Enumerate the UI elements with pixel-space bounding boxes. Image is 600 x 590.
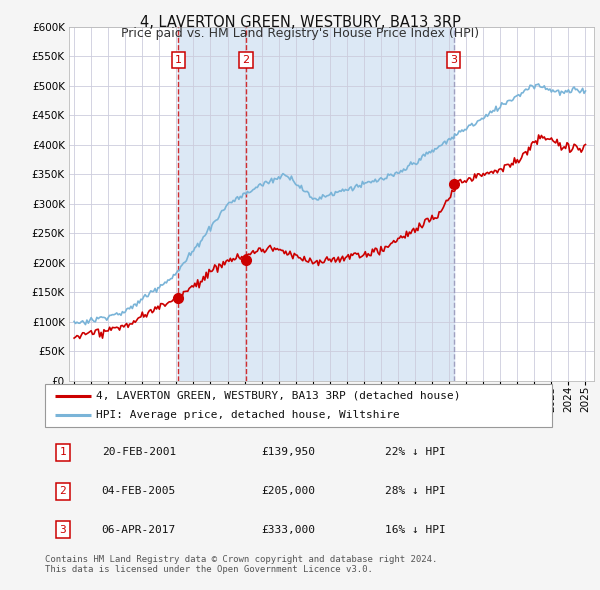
Text: 4, LAVERTON GREEN, WESTBURY, BA13 3RP (detached house): 4, LAVERTON GREEN, WESTBURY, BA13 3RP (d… <box>96 391 460 401</box>
Text: 3: 3 <box>450 55 457 65</box>
Text: £139,950: £139,950 <box>262 447 316 457</box>
Text: 3: 3 <box>59 525 66 535</box>
Text: 28% ↓ HPI: 28% ↓ HPI <box>385 486 445 496</box>
Text: 2: 2 <box>59 486 66 496</box>
Text: 1: 1 <box>175 55 182 65</box>
Text: 04-FEB-2005: 04-FEB-2005 <box>101 486 176 496</box>
Text: £205,000: £205,000 <box>262 486 316 496</box>
Text: 1: 1 <box>59 447 66 457</box>
Text: 2: 2 <box>242 55 250 65</box>
Text: 22% ↓ HPI: 22% ↓ HPI <box>385 447 445 457</box>
Text: 06-APR-2017: 06-APR-2017 <box>101 525 176 535</box>
Bar <box>178 27 454 381</box>
Text: HPI: Average price, detached house, Wiltshire: HPI: Average price, detached house, Wilt… <box>96 410 400 420</box>
Text: £333,000: £333,000 <box>262 525 316 535</box>
Text: 4, LAVERTON GREEN, WESTBURY, BA13 3RP: 4, LAVERTON GREEN, WESTBURY, BA13 3RP <box>140 15 460 30</box>
Text: Price paid vs. HM Land Registry's House Price Index (HPI): Price paid vs. HM Land Registry's House … <box>121 27 479 40</box>
Text: 16% ↓ HPI: 16% ↓ HPI <box>385 525 445 535</box>
Text: Contains HM Land Registry data © Crown copyright and database right 2024.
This d: Contains HM Land Registry data © Crown c… <box>45 555 437 574</box>
FancyBboxPatch shape <box>45 384 552 427</box>
Text: 20-FEB-2001: 20-FEB-2001 <box>101 447 176 457</box>
